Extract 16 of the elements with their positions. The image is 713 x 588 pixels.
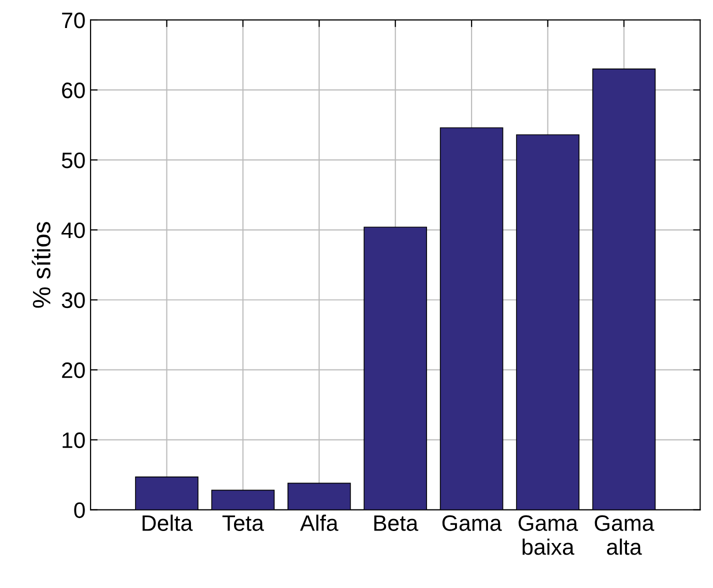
y-tick-label: 0 (74, 502, 85, 518)
y-tick-label: 30 (62, 292, 85, 308)
x-tick-label: Gama baixa (518, 515, 578, 555)
x-tick-label: Gama alta (594, 515, 654, 555)
x-tick-label: Beta (374, 515, 418, 531)
x-tick-label: Gama (442, 515, 502, 531)
x-tick-label: Teta (222, 515, 264, 531)
y-tick-label: 50 (62, 152, 85, 168)
y-tick-label: 40 (61, 222, 85, 238)
x-tick-label: Delta (142, 514, 193, 531)
y-tick-label: 10 (62, 432, 85, 448)
y-axis-title: % sítios (32, 222, 50, 308)
y-tick-label: 60 (62, 82, 85, 98)
y-tick-label: 70 (62, 12, 85, 28)
y-tick-label: 20 (62, 362, 85, 378)
x-tick-label: Alfa (300, 514, 338, 531)
